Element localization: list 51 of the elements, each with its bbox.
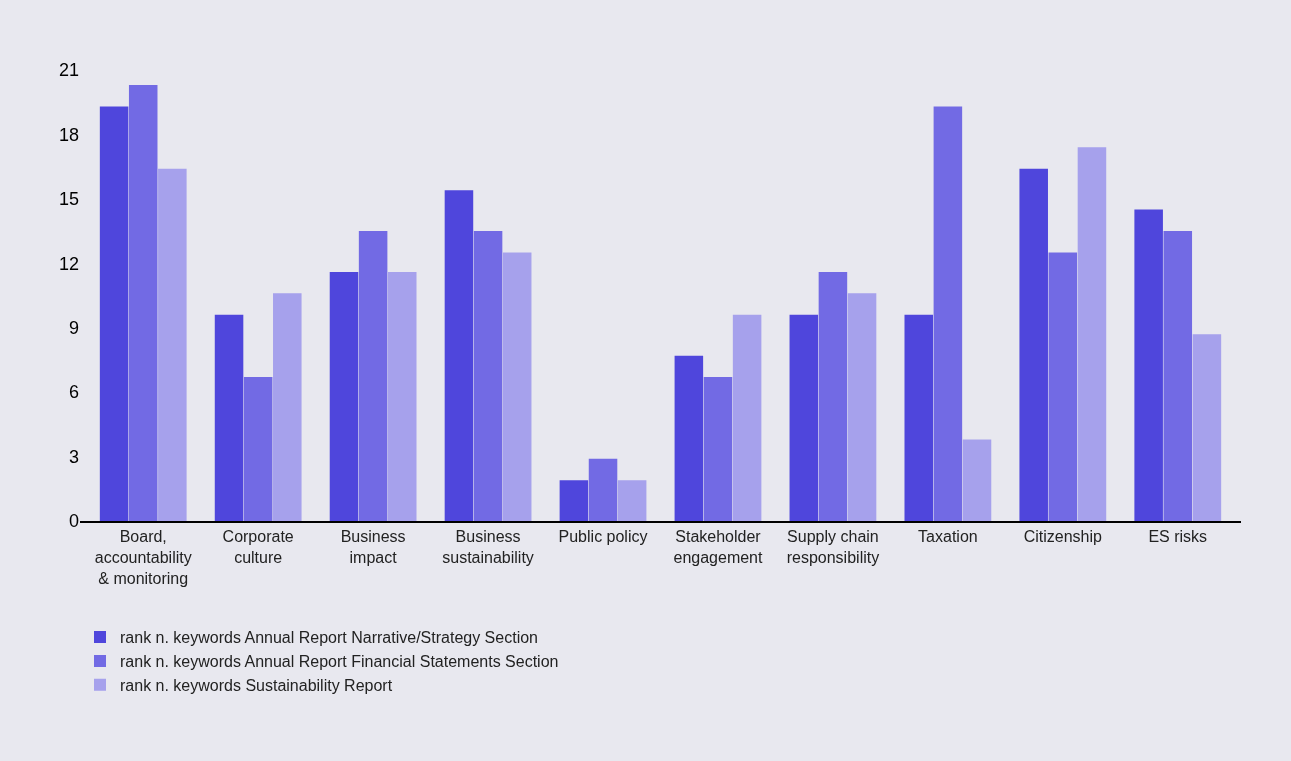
legend-label: rank n. keywords Sustainability Report xyxy=(120,676,393,694)
bar xyxy=(703,377,733,521)
x-tick-label: Business sustainability xyxy=(442,528,534,566)
bar xyxy=(789,314,819,521)
bar xyxy=(1134,209,1163,521)
x-tick-label: Corporate culture xyxy=(222,528,294,566)
bar xyxy=(617,480,647,521)
bar xyxy=(818,271,848,521)
y-tick-label: 9 xyxy=(68,318,79,339)
x-tick-label: Citizenship xyxy=(1023,528,1103,546)
bar xyxy=(273,293,302,521)
x-tick-label: ES risks xyxy=(1148,528,1208,546)
bar xyxy=(329,271,359,521)
y-tick-label: 21 xyxy=(58,60,79,81)
y-tick-label: 6 xyxy=(68,382,79,403)
x-tick-label: Board, accountability & monitoring xyxy=(94,528,192,587)
y-tick-label: 12 xyxy=(58,253,79,274)
y-tick-label: 3 xyxy=(68,446,79,467)
y-tick-label: 18 xyxy=(58,124,79,145)
legend-label: rank n. keywords Annual Report Narrative/Strategy Section xyxy=(120,629,538,647)
bar xyxy=(444,190,474,521)
bar xyxy=(588,458,618,521)
x-tick-label: Stakeholder engagement xyxy=(673,528,764,566)
bar xyxy=(904,314,934,521)
x-tick-label: Supply chain responsibility xyxy=(786,528,880,566)
bar xyxy=(1048,252,1078,521)
x-tick-label: Business impact xyxy=(340,528,406,566)
bar xyxy=(847,293,877,521)
bar xyxy=(473,231,503,521)
bar xyxy=(732,314,762,521)
bar xyxy=(559,480,589,521)
bar xyxy=(674,355,704,521)
bar xyxy=(502,252,532,521)
bar xyxy=(128,85,158,521)
y-tick-label: 15 xyxy=(58,189,79,210)
bar xyxy=(1077,147,1107,521)
x-tick-label: Taxation xyxy=(918,528,978,546)
bar xyxy=(933,106,963,521)
bar xyxy=(1163,231,1193,521)
bar xyxy=(962,439,992,521)
bar xyxy=(99,106,129,521)
bar xyxy=(158,168,187,521)
x-tick-label: Public policy xyxy=(558,528,648,546)
bar xyxy=(1019,168,1048,521)
bar xyxy=(214,314,244,521)
bar xyxy=(1192,334,1222,521)
y-tick-label: 0 xyxy=(68,511,79,532)
bar xyxy=(387,271,417,521)
legend-label: rank n. keywords Annual Report Financial Statements Section xyxy=(120,653,559,671)
bar xyxy=(358,231,388,521)
bar xyxy=(243,377,273,521)
